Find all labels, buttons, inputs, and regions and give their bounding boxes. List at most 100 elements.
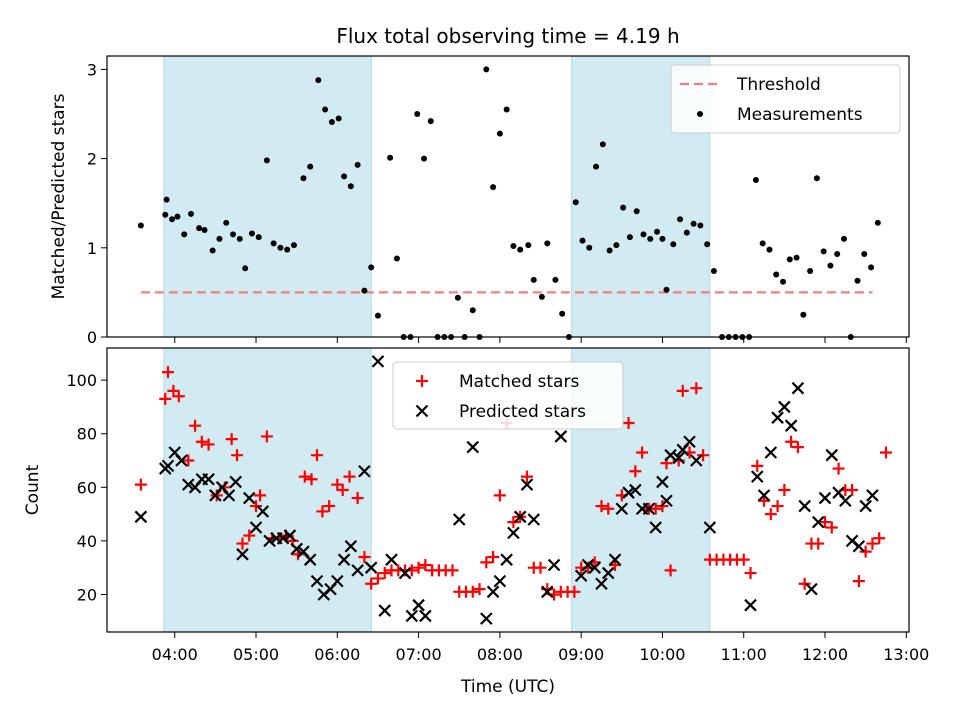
predicted-stars-point <box>175 454 188 467</box>
matched-stars-point <box>791 441 804 454</box>
predicted-stars-point <box>290 542 303 556</box>
y-tick-label: 80 <box>77 425 97 444</box>
measurement-point <box>663 286 670 293</box>
matched-stars-point <box>676 384 689 397</box>
predicted-stars-point <box>791 381 805 395</box>
legend-label: Threshold <box>736 75 821 95</box>
predicted-stars-point <box>412 598 425 612</box>
measurement-point <box>209 247 216 254</box>
measurement-point <box>347 183 354 190</box>
matched-stars-point <box>832 462 845 475</box>
measurement-point <box>854 277 861 284</box>
matched-stars-point <box>507 516 520 529</box>
measurement-point <box>169 216 176 223</box>
measurement-point <box>874 219 881 226</box>
measurement-point <box>530 276 537 283</box>
x-tick-label: 06:00 <box>314 645 360 664</box>
matched-stars-point <box>225 433 238 446</box>
matched-stars-point <box>737 553 750 566</box>
matched-stars-point <box>473 583 486 596</box>
measurement-point <box>613 242 620 249</box>
predicted-stars-point <box>398 566 412 580</box>
measurement-point <box>315 77 322 84</box>
predicted-stars-point <box>744 598 757 612</box>
measurement-point <box>710 267 717 274</box>
measurement-point <box>683 229 690 236</box>
matched-stars-point <box>167 384 180 397</box>
matched-stars-point <box>487 550 500 563</box>
predicted-stars-point <box>303 553 317 566</box>
measurement-point <box>620 204 627 211</box>
y-tick-label: 40 <box>77 532 97 551</box>
x-tick-label: 11:00 <box>721 645 767 664</box>
x-tick-label: 04:00 <box>152 645 198 664</box>
matched-stars-point <box>323 500 336 513</box>
count-y-ticks: 20 40 60 80 100 <box>66 371 107 604</box>
measurement-point <box>137 222 144 229</box>
x-tick-label: 09:00 <box>558 645 604 664</box>
predicted-stars-point <box>554 430 568 443</box>
predicted-stars-point <box>656 475 669 489</box>
predicted-stars-point <box>161 459 175 473</box>
measurement-point <box>248 230 255 237</box>
measurement-point <box>174 213 181 220</box>
measurement-point <box>216 235 223 242</box>
matched-stars-point <box>859 545 872 558</box>
measurement-point <box>766 246 773 253</box>
ratio-axes-frame <box>106 55 910 338</box>
measurement-point <box>469 307 476 314</box>
measurement-point <box>414 110 421 117</box>
predicted-stars-point <box>229 475 242 489</box>
observing-shading <box>163 55 711 338</box>
predicted-stars-point <box>601 566 615 580</box>
measurement-point <box>290 242 297 249</box>
measurement-point <box>861 251 868 258</box>
matched-stars-point <box>778 484 791 496</box>
matched-stars-point <box>879 446 892 459</box>
ratio-legend: Threshold Measurements <box>670 64 901 134</box>
predicted-stars-point <box>629 483 642 497</box>
matched-stars-point <box>371 572 384 585</box>
measurement-point <box>242 265 249 272</box>
predicted-stars-point <box>452 513 466 526</box>
matched-stars-point <box>343 470 356 483</box>
matched-stars-point <box>351 492 364 505</box>
measurement-point <box>421 155 428 162</box>
measurement-point <box>807 267 814 274</box>
predicted-stars-point <box>344 539 358 553</box>
legend-label: Predicted stars <box>459 402 586 422</box>
predicted-stars-point <box>378 604 391 617</box>
measurement-point <box>793 254 800 261</box>
count-panel: 20 40 60 80 100 04:00 05:00 06:00 07:00 08:00 09:… <box>23 347 929 664</box>
measurement-point <box>827 262 834 269</box>
predicted-stars-point <box>337 553 351 566</box>
measurement-point <box>670 241 677 248</box>
measurement-point <box>538 293 545 300</box>
predicted-stars-point <box>182 478 195 491</box>
matched-stars-point <box>316 505 329 518</box>
measurement-point <box>368 264 375 271</box>
matched-stars-point <box>825 521 838 534</box>
measurement-point <box>599 141 606 148</box>
predicted-stars-point <box>622 486 635 499</box>
count-y-axis-label: Count <box>23 464 43 515</box>
matched-stars-point <box>771 500 784 513</box>
predicted-stars-point <box>595 577 608 591</box>
legend-label: Measurements <box>737 105 863 125</box>
matched-stars-point <box>254 489 267 502</box>
measurement-point <box>626 234 633 241</box>
measurement-point <box>586 244 593 251</box>
predicted-stars-point <box>310 574 324 588</box>
measurement-point <box>780 278 787 285</box>
measurement-point <box>572 199 579 206</box>
measurement-point <box>490 184 497 191</box>
measurement-point <box>868 264 875 271</box>
matched-stars-point <box>697 449 710 462</box>
measurement-point <box>454 294 461 301</box>
matched-stars-point <box>764 508 777 521</box>
measurement-point <box>163 196 170 203</box>
measurement-point <box>690 220 697 227</box>
measurement-point <box>354 161 361 168</box>
predicted-stars-point <box>866 489 879 502</box>
predicted-stars-point <box>778 400 791 414</box>
